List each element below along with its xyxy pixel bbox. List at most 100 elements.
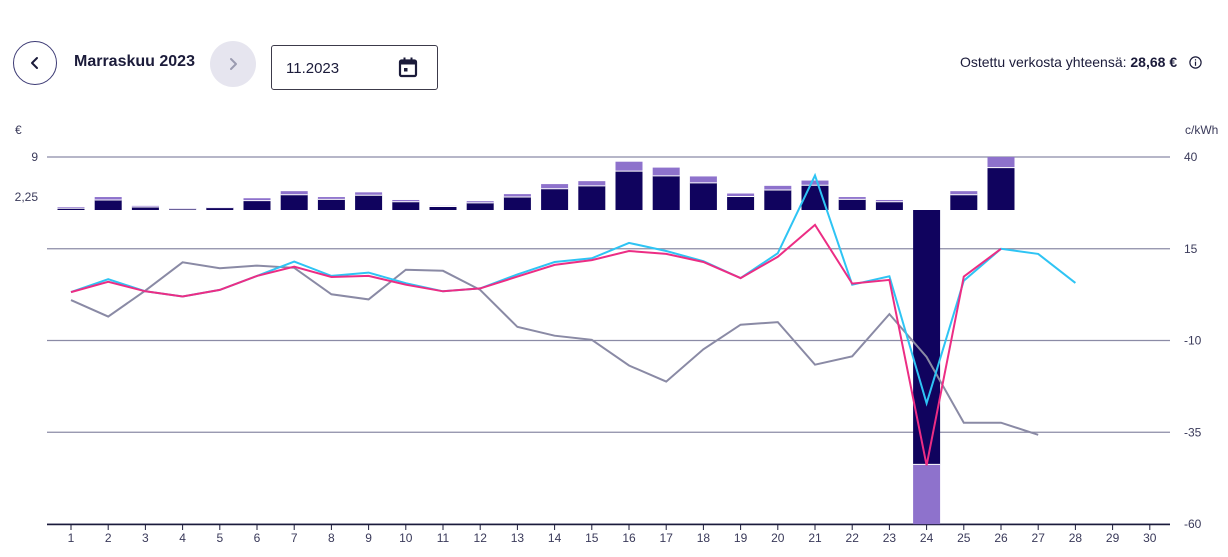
bar-top xyxy=(94,197,122,200)
bar-base xyxy=(206,207,234,210)
series-line-pink xyxy=(70,223,1002,466)
x-tick-label: 1 xyxy=(68,531,75,545)
calendar-icon[interactable] xyxy=(398,57,418,78)
bar-base xyxy=(987,167,1015,210)
bar-base xyxy=(838,199,866,210)
x-tick-label: 9 xyxy=(365,531,372,545)
bar-base xyxy=(429,206,457,210)
bar-base xyxy=(615,171,643,210)
bar-top xyxy=(503,194,531,198)
bar-top xyxy=(280,191,308,195)
bar-base xyxy=(541,188,569,210)
bar-top xyxy=(243,198,271,201)
x-tick-label: 13 xyxy=(511,531,525,545)
x-tick-label: 7 xyxy=(291,531,298,545)
x-tick-label: 18 xyxy=(697,531,711,545)
left-tick-label: 9 xyxy=(31,150,38,164)
bar-top xyxy=(875,199,903,202)
bar-top xyxy=(764,185,792,190)
right-axis-unit: c/kWh xyxy=(1185,123,1218,137)
bar-base xyxy=(280,194,308,210)
bar-base xyxy=(503,197,531,210)
right-tick-label: -35 xyxy=(1184,425,1202,439)
left-axis-unit: € xyxy=(15,123,22,137)
x-tick-label: 27 xyxy=(1032,531,1046,545)
x-tick-label: 6 xyxy=(254,531,261,545)
bar-top xyxy=(987,157,1015,168)
x-tick-label: 24 xyxy=(920,531,934,545)
bar-top xyxy=(466,201,494,203)
bar-base xyxy=(392,201,420,210)
x-tick-label: 12 xyxy=(474,531,488,545)
bar-top xyxy=(950,191,978,195)
bar-base xyxy=(913,210,941,465)
bar-top xyxy=(57,207,85,209)
bar-top xyxy=(131,205,159,208)
x-tick-label: 15 xyxy=(585,531,599,545)
bar-base xyxy=(727,196,755,210)
x-tick-label: 30 xyxy=(1143,531,1157,545)
x-tick-label: 21 xyxy=(808,531,822,545)
month-date-input[interactable]: 11.2023 xyxy=(271,45,438,90)
bar-base xyxy=(317,199,345,210)
next-month-button[interactable] xyxy=(210,41,256,87)
bar-top xyxy=(689,176,717,183)
month-date-value: 11.2023 xyxy=(286,60,340,77)
info-icon[interactable] xyxy=(1189,56,1202,69)
bar-base xyxy=(950,194,978,210)
bar-base xyxy=(57,208,85,210)
x-tick-label: 8 xyxy=(328,531,335,545)
bar-base xyxy=(94,199,122,210)
bar-base xyxy=(875,201,903,210)
right-tick-label: -60 xyxy=(1184,517,1202,531)
x-tick-label: 19 xyxy=(734,531,748,545)
bar-base xyxy=(131,207,159,210)
month-title: Marraskuu 2023 xyxy=(74,53,195,70)
bar-top xyxy=(801,180,829,186)
bar-base xyxy=(355,195,383,210)
bar-base xyxy=(801,185,829,210)
x-tick-label: 28 xyxy=(1069,531,1083,545)
total-purchased: Ostettu verkosta yhteensä: 28,68 € xyxy=(960,54,1202,70)
total-label: Ostettu verkosta yhteensä: xyxy=(959,54,1127,70)
bar-top xyxy=(838,197,866,200)
x-tick-label: 20 xyxy=(771,531,785,545)
x-tick-label: 14 xyxy=(548,531,562,545)
bar-base xyxy=(578,185,606,210)
bar-base xyxy=(169,208,197,210)
x-tick-label: 2 xyxy=(105,531,112,545)
left-tick-label: 2,25 xyxy=(15,190,39,204)
x-tick-label: 23 xyxy=(883,531,897,545)
x-tick-label: 17 xyxy=(660,531,674,545)
bar-base xyxy=(689,182,717,210)
x-tick-label: 25 xyxy=(957,531,971,545)
previous-month-button[interactable] xyxy=(13,41,57,85)
x-tick-label: 3 xyxy=(142,531,149,545)
bar-top xyxy=(913,464,941,525)
x-tick-label: 5 xyxy=(216,531,223,545)
right-tick-label: -10 xyxy=(1184,334,1202,348)
bar-top xyxy=(727,193,755,197)
x-tick-label: 29 xyxy=(1106,531,1120,545)
bar-top xyxy=(578,181,606,186)
x-tick-label: 26 xyxy=(994,531,1008,545)
bar-top xyxy=(652,167,680,176)
bar-top xyxy=(355,192,383,196)
bar-top xyxy=(392,199,420,202)
bar-base xyxy=(652,175,680,210)
x-tick-label: 16 xyxy=(622,531,636,545)
bar-top xyxy=(317,197,345,200)
x-tick-label: 22 xyxy=(846,531,860,545)
total-value: 28,68 € xyxy=(1130,54,1178,70)
chevron-right-icon xyxy=(230,58,237,70)
chevron-left-icon xyxy=(31,57,38,69)
bar-top xyxy=(541,184,569,189)
right-tick-label: 15 xyxy=(1184,242,1198,256)
x-tick-label: 10 xyxy=(399,531,413,545)
right-tick-label: 40 xyxy=(1184,150,1198,164)
bar-top xyxy=(615,161,643,172)
bar-base xyxy=(764,189,792,210)
x-tick-label: 4 xyxy=(179,531,186,545)
x-tick-label: 11 xyxy=(437,531,450,545)
series-line-gray xyxy=(70,261,1039,436)
